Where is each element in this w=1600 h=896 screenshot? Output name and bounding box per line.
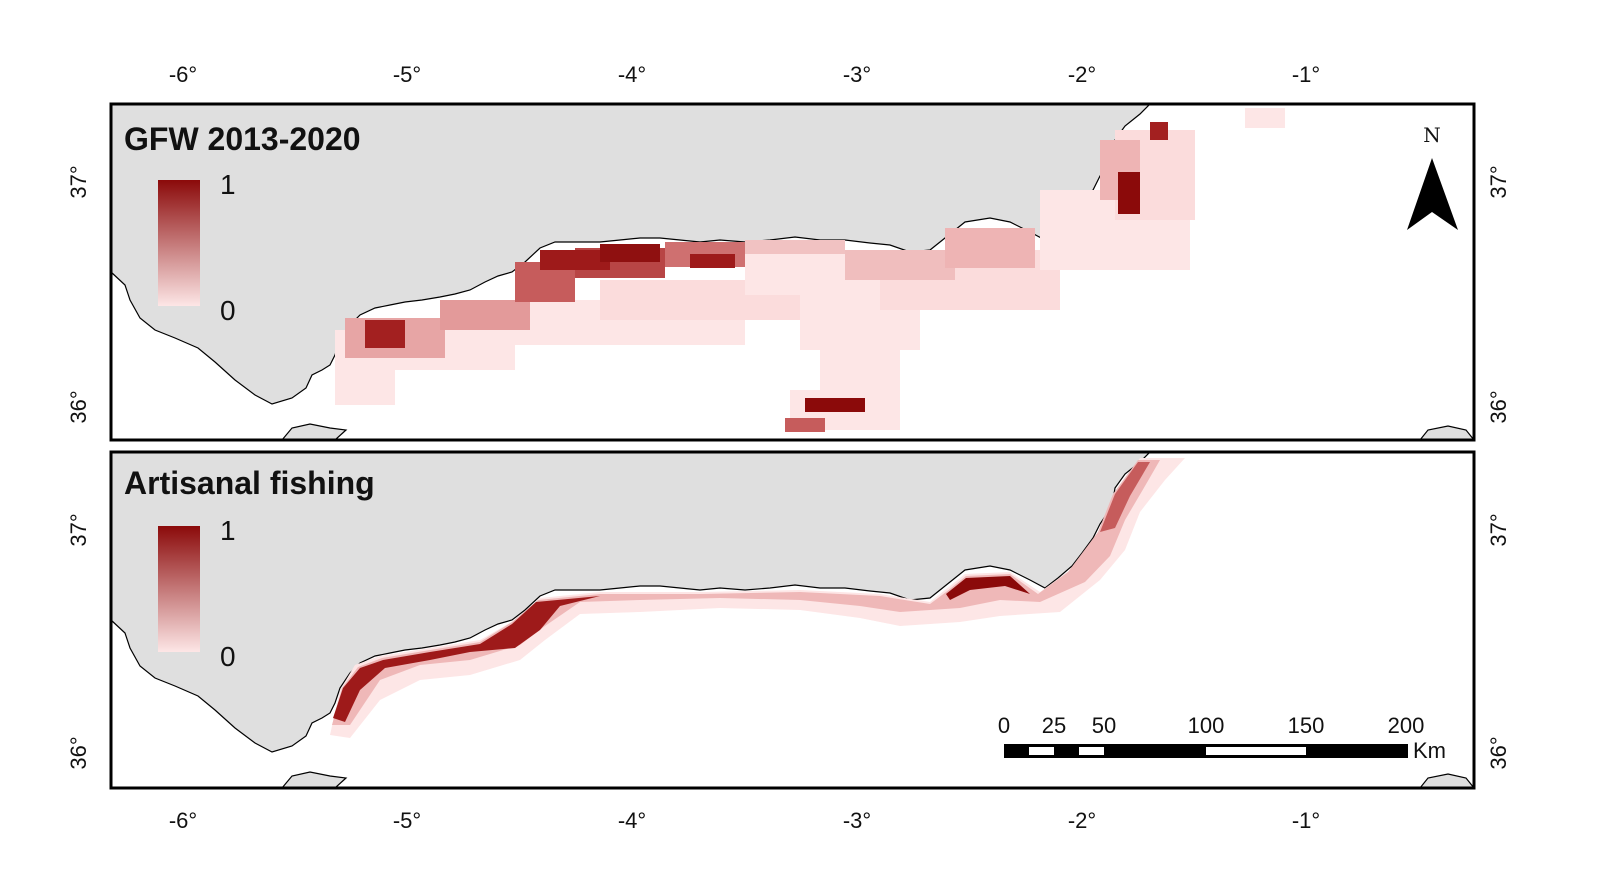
panel-artisanal: Artisanal fishing 1 0 0 25 50 100 150 20… <box>109 450 1476 790</box>
scale-label: 200 <box>1388 713 1425 738</box>
bottom-lon-tick-label: -3° <box>843 808 871 833</box>
scale-bar-segment <box>1029 747 1054 755</box>
scale-label: 25 <box>1042 713 1066 738</box>
scale-bar-segment <box>1079 747 1104 755</box>
top-lon-tick-label: -1° <box>1292 62 1320 87</box>
top-lon-tick-label: -6° <box>169 62 197 87</box>
bottom-longitude-axis: -6° -5° -4° -3° -2° -1° <box>169 808 1320 833</box>
scale-bar: 0 25 50 100 150 200 Km <box>998 713 1446 763</box>
right-lat-tick-label: 37° <box>1486 165 1511 198</box>
top-lon-tick-label: -5° <box>393 62 421 87</box>
north-label: N <box>1423 123 1441 147</box>
legend-min-label: 0 <box>220 295 236 326</box>
top-lon-tick-label: -2° <box>1068 62 1096 87</box>
land-africa-east <box>1419 773 1474 788</box>
panel-title: Artisanal fishing <box>124 465 375 501</box>
panel-title: GFW 2013-2020 <box>124 121 361 157</box>
gfw-intensity-layer <box>335 108 1285 432</box>
top-longitude-axis: -6° -5° -4° -3° -2° -1° <box>169 62 1320 87</box>
right-lat-tick-label: 37° <box>1486 513 1511 546</box>
latitude-axis: 36° 37° 36° 37° 36° 37° 36° 37° <box>66 165 1511 769</box>
top-lon-tick-label: -4° <box>618 62 646 87</box>
scale-label: 50 <box>1092 713 1116 738</box>
right-lat-tick-label: 36° <box>1486 390 1511 423</box>
legend-colorbar <box>158 180 200 306</box>
panel-frame <box>109 450 1476 790</box>
bottom-lon-tick-label: -6° <box>169 808 197 833</box>
panel-frame <box>109 102 1476 442</box>
legend-max-label: 1 <box>220 515 236 546</box>
north-arrow-icon <box>1407 158 1458 230</box>
bottom-lon-tick-label: -4° <box>618 808 646 833</box>
land-africa <box>281 423 348 440</box>
legend-min-label: 0 <box>220 641 236 672</box>
scale-label: 100 <box>1188 713 1225 738</box>
land-spain <box>111 452 1151 753</box>
right-lat-tick-label: 36° <box>1486 736 1511 769</box>
panel-gfw: GFW 2013-2020 1 0 N <box>109 102 1476 442</box>
top-lon-tick-label: -3° <box>843 62 871 87</box>
left-lat-tick-label: 37° <box>66 513 91 546</box>
scale-bar-segment <box>1206 747 1306 755</box>
scale-label: 0 <box>998 713 1010 738</box>
left-lat-tick-label: 36° <box>66 390 91 423</box>
left-lat-tick-label: 37° <box>66 165 91 198</box>
land-africa-east <box>1419 425 1474 440</box>
north-arrow: N <box>1407 123 1458 230</box>
legend-max-label: 1 <box>220 169 236 200</box>
land-africa <box>281 771 348 788</box>
scale-label: 150 <box>1288 713 1325 738</box>
bottom-lon-tick-label: -2° <box>1068 808 1096 833</box>
left-lat-tick-label: 36° <box>66 736 91 769</box>
legend-colorbar <box>158 526 200 652</box>
bottom-lon-tick-label: -1° <box>1292 808 1320 833</box>
scale-unit: Km <box>1413 738 1446 763</box>
artisanal-intensity-layer <box>330 458 1185 738</box>
bottom-lon-tick-label: -5° <box>393 808 421 833</box>
